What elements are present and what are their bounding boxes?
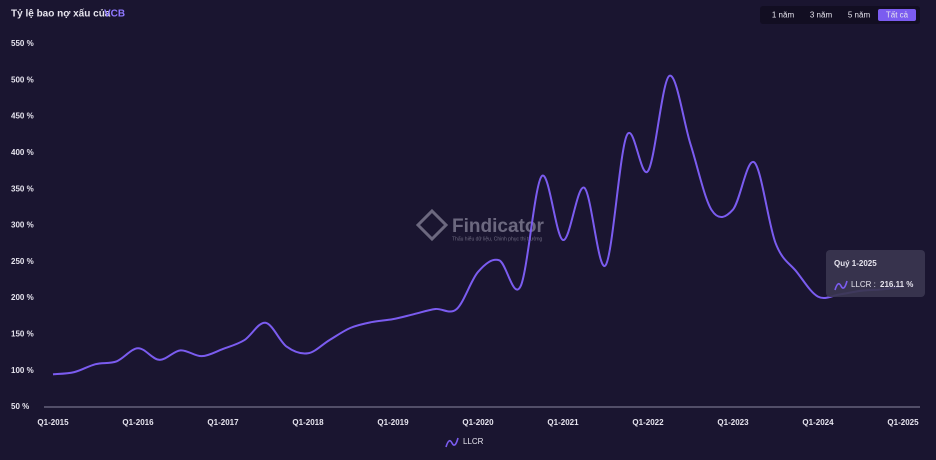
x-tick-label: Q1-2024 (802, 418, 834, 427)
y-tick-label: 100 % (11, 366, 34, 375)
y-tick-label: 250 % (11, 257, 34, 266)
x-tick-label: Q1-2020 (462, 418, 494, 427)
watermark-text: Findicator (452, 216, 544, 237)
y-tick-label: 50 % (11, 402, 29, 411)
y-tick-label: 150 % (11, 330, 34, 339)
watermark-logo (415, 208, 449, 242)
x-tick-label: Q1-2017 (207, 418, 239, 427)
tooltip-label: LLCR : (851, 280, 876, 289)
range-button[interactable]: 5 năm (848, 11, 871, 20)
y-tick-label: 550 % (11, 39, 34, 48)
y-tick-label: 400 % (11, 148, 34, 157)
range-button[interactable]: Tất cả (886, 11, 909, 20)
legend-label: LLCR (463, 437, 484, 446)
range-button[interactable]: 3 năm (810, 11, 833, 20)
tooltip-box (826, 250, 925, 297)
range-button[interactable]: 1 năm (772, 11, 795, 20)
ticker: VCB (104, 9, 125, 20)
x-tick-label: Q1-2019 (377, 418, 409, 427)
x-tick-label: Q1-2022 (632, 418, 664, 427)
tooltip-title: Quý 1-2025 (834, 259, 877, 268)
x-tick-label: Q1-2018 (292, 418, 324, 427)
tooltip-icon (834, 280, 848, 291)
x-tick-label: Q1-2015 (37, 418, 69, 427)
x-tick-label: Q1-2016 (122, 418, 154, 427)
line (52, 74, 904, 376)
watermark: Findicator Thấu hiểu dữ liệu, Chinh phục… (415, 208, 544, 242)
button-bg (878, 9, 916, 21)
y-tick-label: 500 % (11, 75, 34, 84)
x-tick-label: Q1-2025 (887, 418, 919, 427)
y-tick-label: 350 % (11, 184, 34, 193)
y-tick-label: 200 % (11, 293, 34, 302)
y-tick-label: 450 % (11, 112, 34, 121)
x-tick-label: Q1-2023 (717, 418, 749, 427)
y-tick-label: 300 % (11, 221, 34, 230)
chart-title: Tỷ lệ bao nợ xấu của (11, 8, 111, 20)
tooltip-value: 216.11 % (880, 280, 913, 289)
x-tick-label: Q1-2021 (547, 418, 579, 427)
legend-icon (445, 437, 459, 448)
watermark-tagline: Thấu hiểu dữ liệu, Chinh phục thị trường (452, 235, 543, 242)
tooltip: Quý 1-2025 LLCR : 216.11 % (826, 250, 925, 297)
